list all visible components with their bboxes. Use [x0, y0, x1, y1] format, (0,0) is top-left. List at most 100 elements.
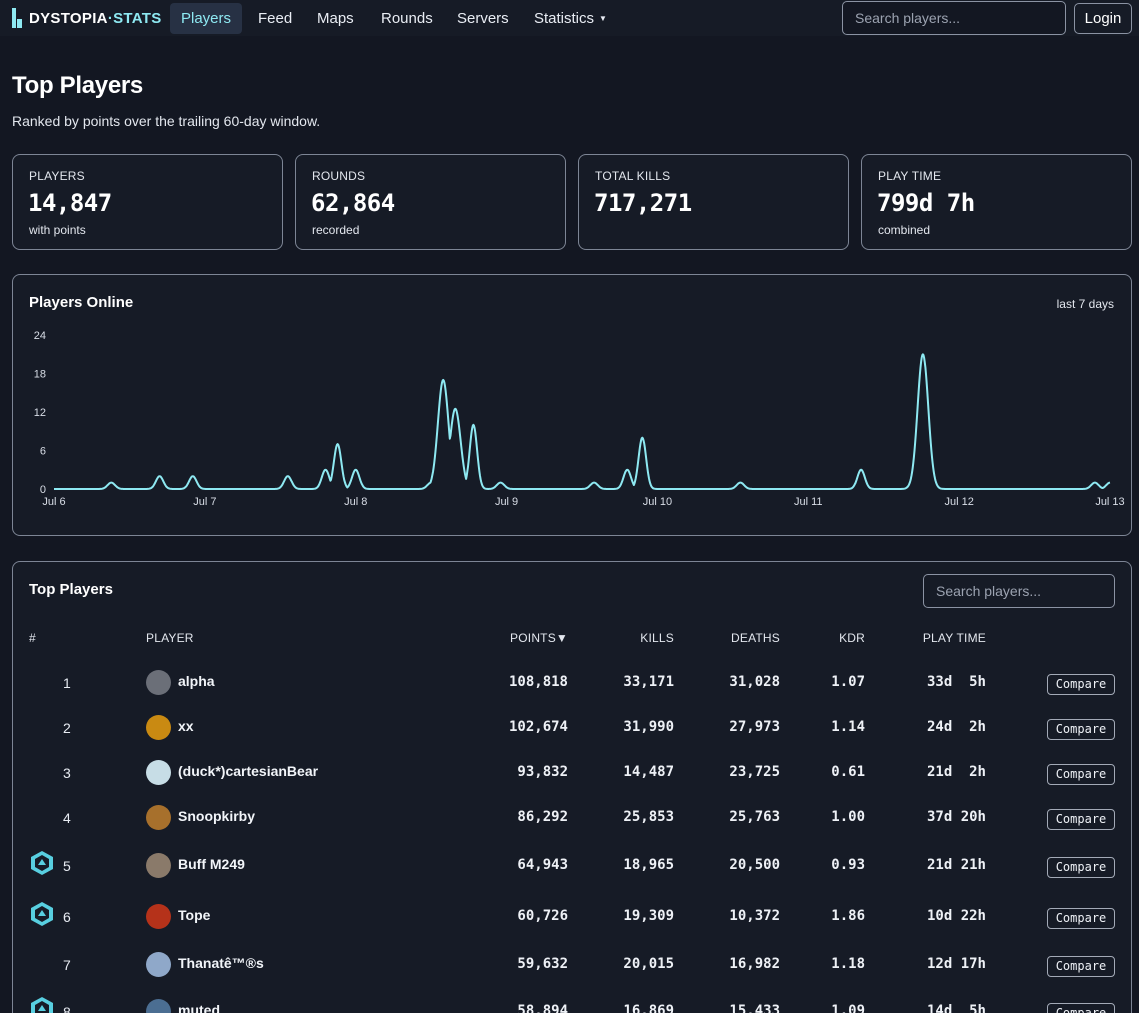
points-cell: 86,292 — [517, 809, 568, 825]
rank-badge-icon — [31, 997, 53, 1013]
chevron-down-icon: ▼ — [599, 14, 607, 23]
nav-item-label: Maps — [317, 10, 354, 27]
compare-button[interactable]: Compare — [1047, 1003, 1115, 1013]
table-row[interactable]: 5 Buff M249 64,943 18,965 20,500 0.93 21d 21h C… — [13, 850, 1131, 890]
player-name-link[interactable]: Thanatê™®s — [178, 955, 264, 971]
stat-note: with points — [29, 223, 86, 237]
table-row[interactable]: 6 Tope 60,726 19,309 10,372 1.86 10d 22h Compar… — [13, 901, 1131, 941]
table-row[interactable]: 8 muted 58,894 16,869 15,433 1.09 14d 5h Compar… — [13, 996, 1131, 1013]
nav-item-label: Statistics — [534, 10, 595, 27]
players-online-line — [53, 353, 1111, 490]
column-header-rank: # — [29, 631, 36, 645]
brand-mark-icon — [12, 8, 23, 28]
brand-name: DYSTOPIA — [29, 9, 108, 27]
page-subtitle: Ranked by points over the trailing 60-da… — [12, 113, 321, 129]
table-row[interactable]: 3 (duck*)cartesianBear 93,832 14,487 23,725 0… — [13, 757, 1131, 797]
kills-cell: 31,990 — [623, 719, 674, 735]
kdr-cell: 1.86 — [831, 908, 865, 924]
stat-label: PLAY TIME — [878, 169, 942, 183]
compare-button[interactable]: Compare — [1047, 674, 1115, 695]
deaths-cell: 16,982 — [729, 956, 780, 972]
points-cell: 58,894 — [517, 1003, 568, 1013]
stat-label: ROUNDS — [312, 169, 366, 183]
compare-button[interactable]: Compare — [1047, 908, 1115, 929]
column-header-kills[interactable]: KILLS — [640, 631, 674, 645]
rank-number: 4 — [63, 810, 71, 826]
y-tick-label: 24 — [34, 330, 46, 342]
nav-item-rounds[interactable]: Rounds — [370, 3, 444, 34]
player-name-link[interactable]: muted — [178, 1002, 220, 1013]
rank-number: 6 — [63, 909, 71, 925]
play-time-cell: 33d 5h — [926, 674, 986, 690]
stat-value: 717,271 — [594, 189, 692, 217]
kdr-cell: 0.61 — [831, 764, 865, 780]
kdr-cell: 1.07 — [831, 674, 865, 690]
column-header-play-time[interactable]: PLAY TIME — [922, 631, 986, 645]
player-name-link[interactable]: Tope — [178, 907, 211, 923]
table-row[interactable]: 4 Snoopkirby 86,292 25,853 25,763 1.00 37d 20h… — [13, 802, 1131, 842]
table-search-input[interactable] — [923, 574, 1115, 608]
points-cell: 59,632 — [517, 956, 568, 972]
compare-button[interactable]: Compare — [1047, 956, 1115, 977]
table-title: Top Players — [29, 581, 113, 598]
deaths-cell: 25,763 — [729, 809, 780, 825]
nav-item-statistics[interactable]: Statistics ▼ — [523, 3, 618, 34]
top-navbar: DYSTOPIA·STATS Players Feed Maps Rounds … — [0, 0, 1139, 36]
player-name-link[interactable]: xx — [178, 718, 194, 734]
player-name-link[interactable]: alpha — [178, 673, 215, 689]
rank-number: 2 — [63, 720, 71, 736]
rank-number: 8 — [63, 1004, 71, 1013]
column-header-kdr[interactable]: KDR — [839, 631, 865, 645]
player-name-link[interactable]: Snoopkirby — [178, 808, 256, 824]
player-name-link[interactable]: (duck*)cartesianBear — [178, 763, 319, 779]
stat-note: recorded — [312, 223, 360, 237]
column-header-deaths[interactable]: DEATHS — [731, 631, 780, 645]
compare-button[interactable]: Compare — [1047, 764, 1115, 785]
nav-item-maps[interactable]: Maps — [306, 3, 365, 34]
avatar[interactable] — [146, 760, 171, 785]
rank-number: 7 — [63, 957, 71, 973]
chart-title: Players Online — [29, 294, 134, 311]
table-row[interactable]: 7 Thanatê™®s 59,632 20,015 16,982 1.18 12d 17h… — [13, 949, 1131, 989]
compare-button[interactable]: Compare — [1047, 857, 1115, 878]
nav-item-feed[interactable]: Feed — [247, 3, 303, 34]
column-header-player[interactable]: PLAYER — [146, 631, 194, 645]
kdr-cell: 1.00 — [831, 809, 865, 825]
x-tick-label: Jul 13 — [1095, 496, 1124, 508]
login-button[interactable]: Login — [1074, 3, 1132, 34]
table-row[interactable]: 1 alpha 108,818 33,171 31,028 1.07 33d 5h Compa… — [13, 667, 1131, 707]
stat-note: combined — [878, 223, 931, 237]
avatar[interactable] — [146, 952, 171, 977]
avatar[interactable] — [146, 853, 171, 878]
avatar[interactable] — [146, 715, 171, 740]
table-row[interactable]: 2 xx 102,674 31,990 27,973 1.14 24d 2h Compare — [13, 712, 1131, 752]
avatar[interactable] — [146, 904, 171, 929]
top-players-panel: Top Players # PLAYER POINTS▼ KILLS DEATH… — [12, 561, 1132, 1013]
play-time-cell: 37d 20h — [926, 809, 986, 825]
column-header-points[interactable]: POINTS▼ — [510, 631, 568, 645]
compare-button[interactable]: Compare — [1047, 809, 1115, 830]
chart-range-label: last 7 days — [1056, 297, 1114, 311]
deaths-cell: 20,500 — [729, 857, 780, 873]
kdr-cell: 0.93 — [831, 857, 865, 873]
nav-item-servers[interactable]: Servers — [446, 3, 520, 34]
kills-cell: 33,171 — [623, 674, 674, 690]
player-name-link[interactable]: Buff M249 — [178, 856, 245, 872]
kills-cell: 25,853 — [623, 809, 674, 825]
nav-search-input[interactable] — [842, 1, 1066, 35]
compare-button[interactable]: Compare — [1047, 719, 1115, 740]
avatar[interactable] — [146, 999, 171, 1013]
avatar[interactable] — [146, 805, 171, 830]
deaths-cell: 31,028 — [729, 674, 780, 690]
rank-badge-icon — [31, 902, 53, 926]
y-tick-label: 0 — [40, 484, 46, 496]
x-tick-label: Jul 9 — [495, 496, 518, 508]
nav-item-players[interactable]: Players — [170, 3, 243, 34]
brand-logo[interactable]: DYSTOPIA·STATS — [12, 8, 162, 28]
kdr-cell: 1.18 — [831, 956, 865, 972]
kills-cell: 16,869 — [623, 1003, 674, 1013]
stat-value: 62,864 — [311, 189, 395, 217]
avatar[interactable] — [146, 670, 171, 695]
deaths-cell: 27,973 — [729, 719, 780, 735]
players-online-chart: 0 6 12 18 24 Jul 6 Jul 7 Jul 8 Jul 9 Jul 10 Jul 11… — [34, 330, 1125, 508]
